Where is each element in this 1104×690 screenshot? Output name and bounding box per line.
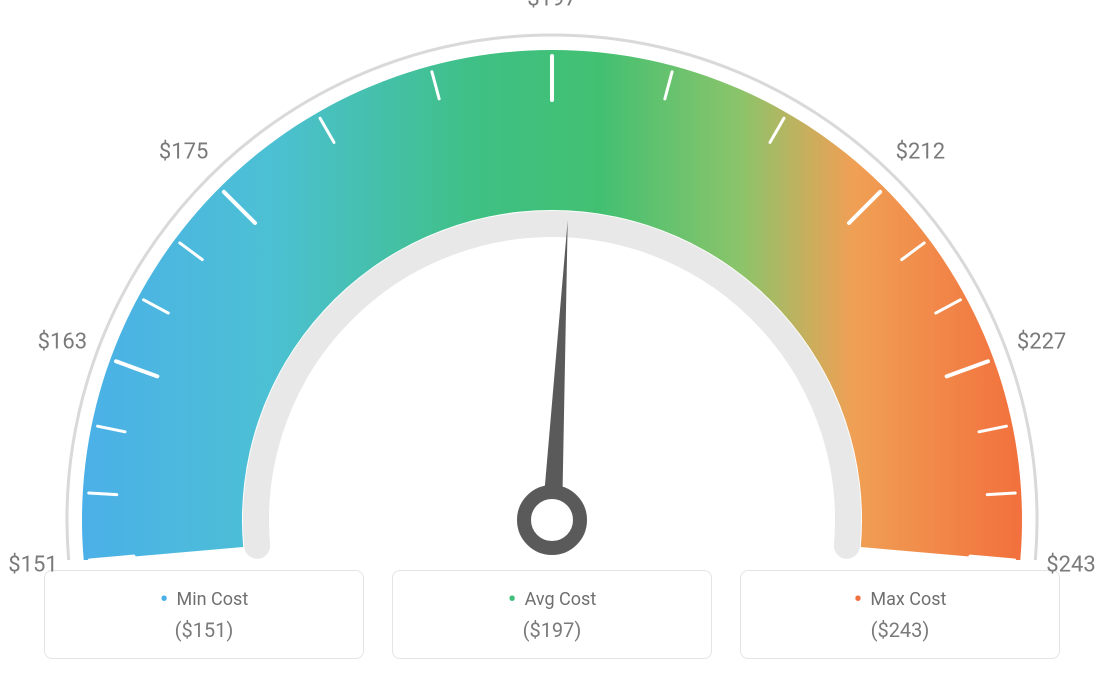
legend-max-value: ($243) (751, 618, 1049, 642)
gauge-tick-label: $197 (527, 0, 576, 12)
gauge-tick-label: $175 (159, 139, 208, 164)
gauge-tick-label: $212 (896, 139, 945, 164)
legend-max-box: Max Cost ($243) (740, 570, 1060, 659)
legend-max-label: Max Cost (751, 589, 1049, 610)
legend-row: Min Cost ($151) Avg Cost ($197) Max Cost… (0, 570, 1104, 659)
legend-avg-label: Avg Cost (403, 589, 701, 610)
legend-min-label: Min Cost (55, 589, 353, 610)
legend-avg-value: ($197) (403, 618, 701, 642)
legend-avg-box: Avg Cost ($197) (392, 570, 712, 659)
legend-min-value: ($151) (55, 618, 353, 642)
gauge-chart: $151$163$175$197$212$227$243 (0, 0, 1104, 560)
gauge-svg (0, 0, 1104, 560)
gauge-tick-label: $227 (1017, 329, 1066, 354)
gauge-tick-label: $243 (1046, 553, 1095, 578)
gauge-tick-label: $151 (8, 553, 57, 578)
gauge-tick-label: $163 (38, 329, 87, 354)
legend-min-box: Min Cost ($151) (44, 570, 364, 659)
